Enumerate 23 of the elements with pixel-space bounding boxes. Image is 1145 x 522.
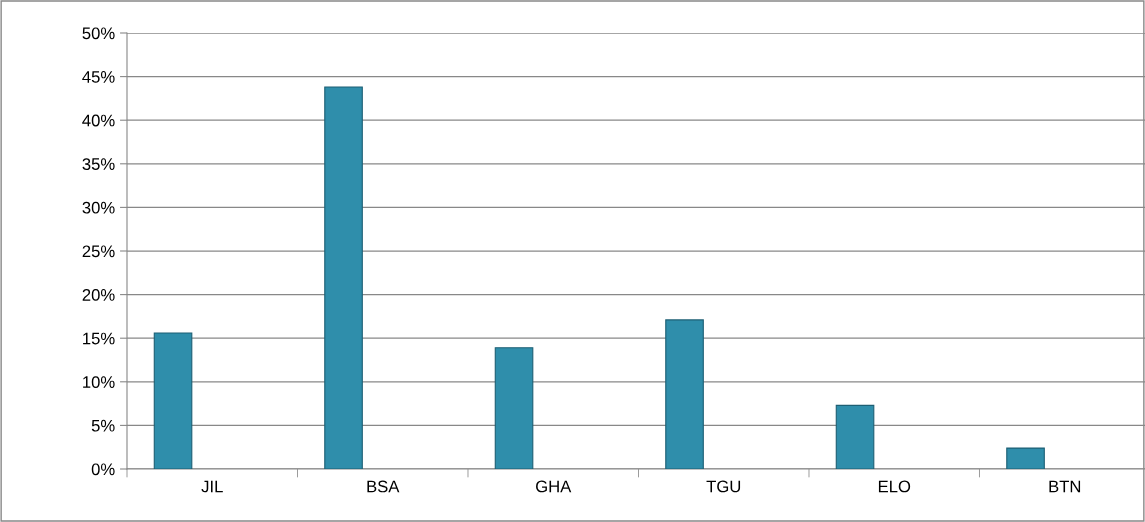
- x-tick-label: BSA: [367, 480, 400, 493]
- y-tick-label: 30%: [82, 201, 115, 214]
- x-tick-label: GHA: [536, 480, 572, 493]
- y-tick-label: 10%: [83, 376, 115, 388]
- y-tick-label: 40%: [82, 114, 115, 127]
- x-tick-label: ELO: [878, 480, 911, 493]
- bar: [835, 404, 875, 469]
- x-tick-label: BTN: [1049, 480, 1081, 493]
- x-tick-label: TGU: [706, 480, 741, 493]
- bar: [494, 347, 534, 469]
- y-tick-label: 45%: [82, 71, 115, 83]
- bar: [324, 86, 363, 469]
- bar: [665, 319, 704, 469]
- y-tick-label: 25%: [82, 245, 115, 258]
- y-tick-label: 0%: [91, 463, 115, 476]
- x-tick-label: JIL: [201, 480, 223, 493]
- y-tick-label: 35%: [82, 158, 115, 170]
- y-tick-label: 15%: [83, 332, 115, 345]
- y-tick-label: 5%: [91, 419, 115, 432]
- y-tick-label: 50%: [82, 27, 115, 40]
- bar: [153, 332, 193, 469]
- y-tick-label: 20%: [82, 289, 115, 301]
- bar: [1006, 447, 1045, 469]
